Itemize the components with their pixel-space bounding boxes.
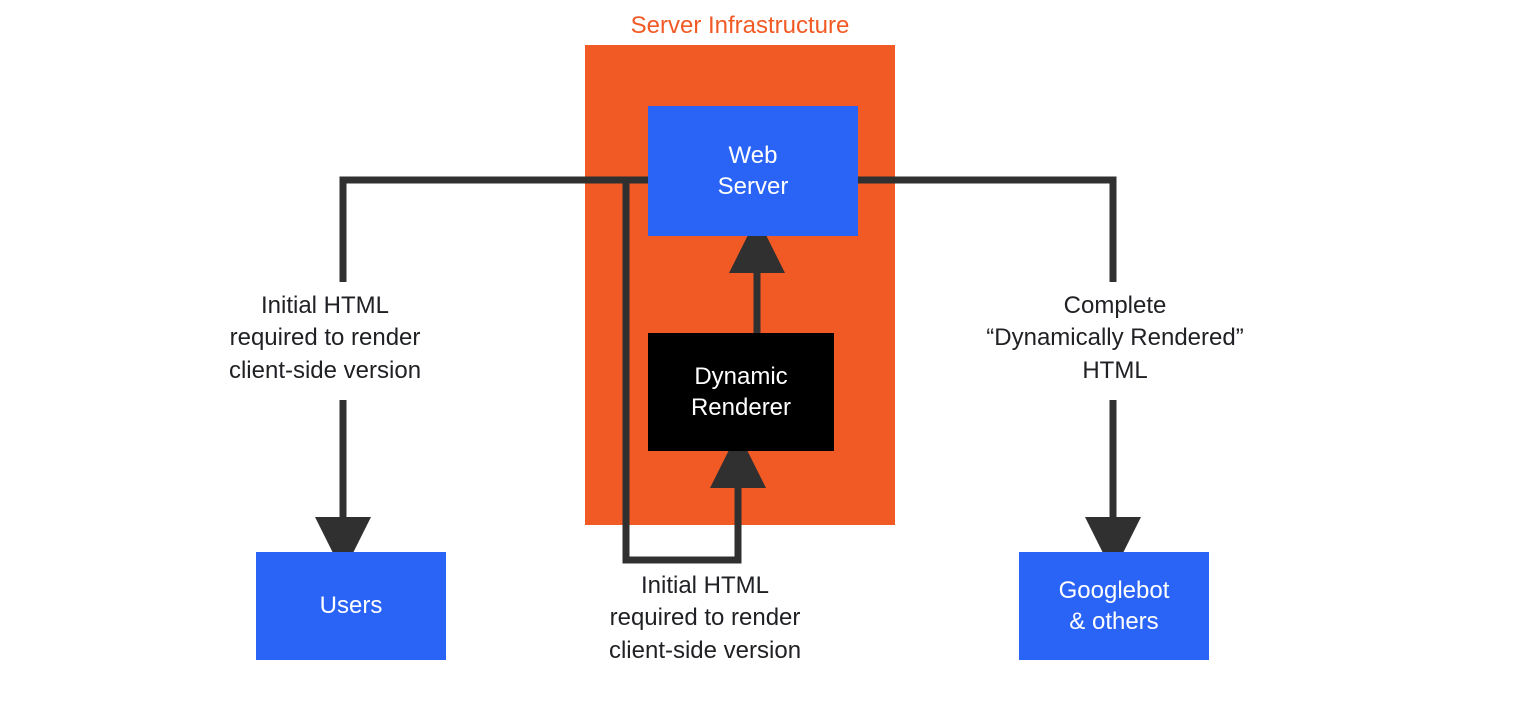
bottom-edge-label-3: client-side version — [560, 635, 850, 667]
bottom-edge-label-2: required to render — [560, 602, 850, 634]
left-edge-label-3: client-side version — [180, 355, 470, 387]
right-edge-label-2: “Dynamically Rendered” — [960, 322, 1270, 354]
dynamic-renderer-node: Dynamic Renderer — [648, 333, 834, 451]
googlebot-label-2: & others — [1059, 606, 1170, 637]
left-edge-label-2: required to render — [180, 322, 470, 354]
bottom-edge-label-1: Initial HTML — [560, 570, 850, 602]
right-edge-label-1: Complete — [960, 290, 1270, 322]
server-infrastructure-title-text: Server Infrastructure — [631, 12, 850, 39]
web-server-node: Web Server — [648, 106, 858, 236]
googlebot-node: Googlebot & others — [1019, 552, 1209, 660]
users-label-1: Users — [320, 592, 383, 620]
server-infrastructure-title: Server Infrastructure — [585, 12, 895, 40]
left-edge-label-1: Initial HTML — [180, 290, 470, 322]
users-node: Users — [256, 552, 446, 660]
right-edge-label: Complete “Dynamically Rendered” HTML — [960, 290, 1270, 387]
web-server-label-1: Web — [718, 140, 789, 171]
right-edge-label-3: HTML — [960, 355, 1270, 387]
diagram-canvas: Server Infrastructure Web Server Dynamic… — [0, 0, 1522, 726]
web-server-label-2: Server — [718, 171, 789, 202]
left-edge-label: Initial HTML required to render client-s… — [180, 290, 470, 387]
bottom-edge-label: Initial HTML required to render client-s… — [560, 570, 850, 667]
dynamic-renderer-label-2: Renderer — [691, 392, 791, 423]
dynamic-renderer-label-1: Dynamic — [691, 361, 791, 392]
googlebot-label-1: Googlebot — [1059, 575, 1170, 606]
